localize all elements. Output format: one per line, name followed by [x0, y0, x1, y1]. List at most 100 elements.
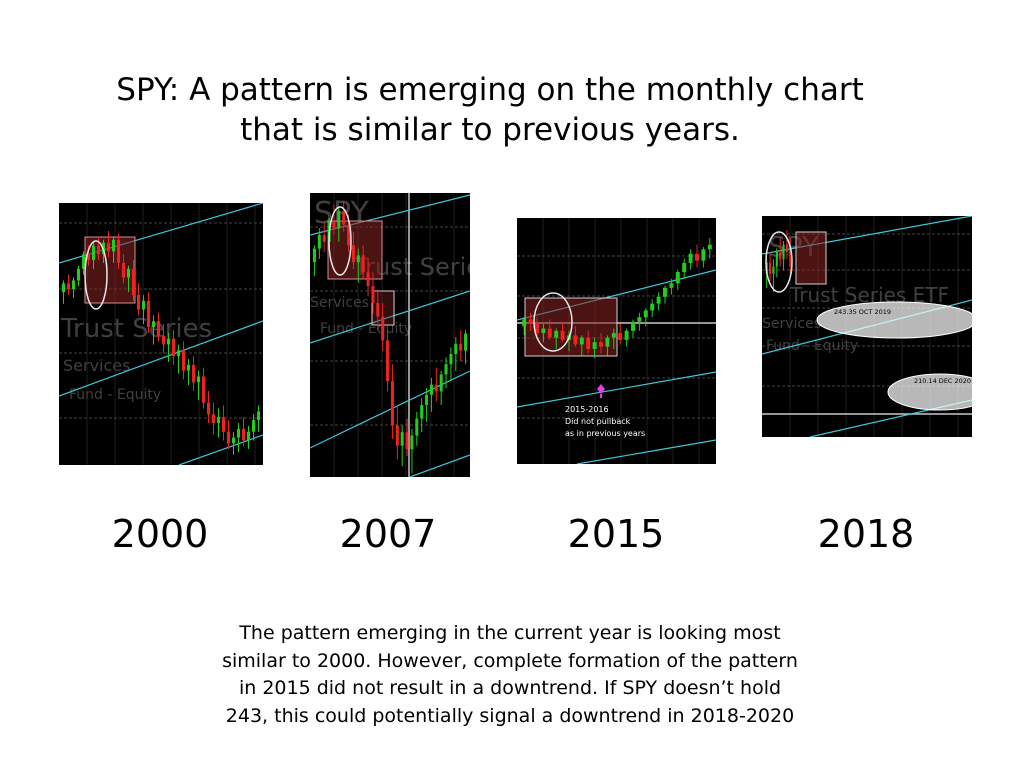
chart-2007-candle: [356, 248, 360, 283]
chart-2007-candle-body: [381, 316, 385, 341]
chart-2015-candle-body: [554, 330, 559, 338]
chart-2018-annotation-1: 243.35 OCT 2019: [834, 308, 891, 316]
chart-2000-candle-body: [121, 263, 126, 278]
chart-2000-candle: [156, 312, 161, 342]
chart-2015-candle-body: [618, 333, 623, 340]
chart-2000-candle-body: [136, 295, 141, 310]
chart-2015-annotation-2: Did not pullback: [565, 417, 631, 426]
chart-2000-svg: Trust Series Services Fund - Equity: [59, 203, 263, 465]
chart-2007-candle: [381, 303, 385, 351]
chart-2015-candle: [624, 328, 629, 347]
chart-2007-candle-body: [444, 364, 448, 375]
chart-2000-candle: [131, 260, 136, 301]
chart-2000-candle-body: [186, 364, 191, 371]
chart-2007-candle-body: [386, 340, 390, 382]
chart-2000-candle-body: [141, 300, 146, 310]
chart-2007-candle-body: [376, 303, 380, 317]
chart-2007-candle: [464, 330, 468, 365]
chart-2007-candle: [425, 388, 429, 422]
chart-2007-candle: [415, 411, 419, 446]
chart-2018-candle-body: [785, 244, 788, 252]
chart-2015-candle-body: [695, 253, 699, 261]
chart-2018: SPY Trust Series ETF Services Fund - Equ…: [762, 216, 972, 437]
chart-2007-watermark-3: Services: [310, 295, 369, 311]
chart-2015-candle: [669, 278, 674, 295]
chart-2015-candle: [695, 244, 699, 268]
chart-2007-candle: [317, 228, 321, 259]
chart-2018-target-ellipse-2: [887, 373, 972, 411]
title-line-1: SPY: A pattern is emerging on the monthl…: [116, 72, 864, 108]
chart-2015-candle-body: [541, 328, 546, 334]
chart-2007-candle: [410, 428, 414, 473]
chart-2007-candle: [395, 405, 399, 460]
chart-2000-candle: [231, 431, 236, 455]
chart-2015-candle: [682, 258, 687, 279]
chart-2015-candle: [656, 292, 661, 311]
chart-2018-candle-body: [772, 266, 775, 274]
chart-2007-candle: [420, 398, 424, 433]
chart-2015-candle: [522, 317, 527, 336]
chart-2000-candle-body: [66, 283, 71, 290]
chart-2007-candle-body: [410, 435, 414, 450]
chart-2000-candle-body: [91, 245, 96, 261]
chart-2007-candle-body: [395, 425, 399, 446]
chart-2000-candle: [241, 417, 246, 447]
chart-2015-candle: [701, 247, 706, 268]
chart-2007-candle: [312, 245, 316, 276]
year-label-2018: 2018: [817, 512, 915, 556]
chart-2000-candle: [81, 251, 86, 275]
chart-2000-candle-body: [161, 335, 166, 345]
chart-2000-candle: [121, 254, 126, 284]
chart-2007-candle-body: [454, 343, 458, 354]
chart-2015-candle: [618, 324, 623, 345]
chart-2015-candle-body: [611, 333, 616, 338]
chart-2000-candle: [191, 356, 196, 391]
chart-2018-pattern-box: [795, 231, 827, 285]
chart-2007-candle-body: [425, 394, 429, 405]
chart-2018-candle-body: [782, 244, 785, 260]
chart-2007-candle: [376, 289, 380, 331]
chart-2000-highlight-ellipse: [84, 240, 108, 310]
chart-2015-annotation-3: as in previous years: [565, 429, 645, 438]
chart-2000-candle: [176, 344, 181, 374]
chart-2015-candle: [560, 321, 565, 343]
chart-2007-candle: [434, 367, 438, 402]
chart-2000-candle-body: [81, 254, 86, 269]
chart-2007-candle-body: [405, 432, 409, 450]
chart-2015-candle-body: [547, 328, 552, 338]
chart-2000-candle: [221, 405, 226, 441]
chart-2015: 2015-2016 Did not pullback as in previou…: [517, 218, 716, 464]
chart-2007-candle: [371, 272, 375, 314]
chart-2018-watermark-4: Fund - Equity: [766, 338, 858, 354]
year-label-2000: 2000: [111, 512, 209, 556]
chart-2000-candle-body: [191, 364, 196, 383]
chart-2007-candle-body: [337, 211, 341, 229]
chart-2015-candle-body: [535, 324, 539, 334]
chart-2000-candle-body: [156, 321, 161, 336]
chart-2018-candle-body: [789, 251, 792, 267]
chart-2007-candle-body: [347, 224, 351, 246]
chart-2000-candle: [251, 414, 256, 441]
chart-2018-candle: [785, 230, 788, 260]
chart-2000-watermark-3: Fund - Equity: [69, 387, 161, 403]
chart-2000-candle-body: [226, 431, 231, 444]
chart-2015-candle-body: [573, 335, 578, 345]
chart-2000-channel-middle: [59, 320, 263, 397]
chart-2018-candle-body: [779, 251, 782, 260]
chart-2018-annotation-2: 210.14 DEC 2020: [914, 377, 971, 385]
chart-2015-channel-lower: [576, 439, 716, 464]
chart-2018-candle: [789, 237, 792, 274]
chart-2007-candle-body: [356, 255, 360, 263]
chart-2015-candle: [707, 238, 712, 259]
chart-2007-candle: [332, 204, 336, 235]
chart-2015-candle: [586, 330, 591, 354]
chart-2007-pattern-box: [327, 220, 383, 280]
year-label-2015: 2015: [567, 512, 665, 556]
chart-2018-target-ellipse-1: [816, 301, 972, 339]
chart-2007-candle-body: [332, 221, 336, 229]
chart-2015-candle: [592, 337, 597, 358]
chart-2015-channel-middle: [517, 371, 716, 408]
chart-2015-candle-body: [522, 319, 527, 327]
chart-2000-candle: [216, 408, 221, 438]
chart-2015-candle-body: [656, 296, 661, 304]
